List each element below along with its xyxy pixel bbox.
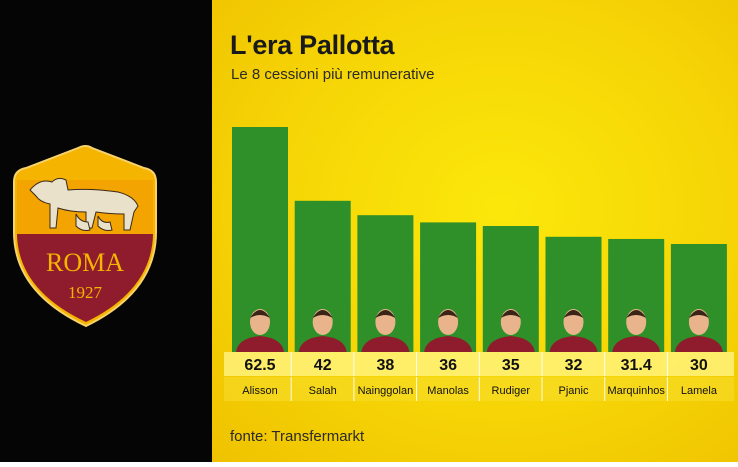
player-shirt-icon <box>361 336 410 352</box>
player-hair-icon <box>250 310 270 318</box>
player-hair-icon <box>626 310 647 318</box>
player-shirt-icon <box>486 336 535 352</box>
category-label: Nainggolan <box>358 385 414 397</box>
player-shirt-icon <box>674 336 723 352</box>
category-label: Manolas <box>427 385 469 397</box>
player-shirt-icon <box>549 336 598 352</box>
category-label: Lamela <box>681 385 718 397</box>
bar-chart: 62.5 Alisson 42 Salah 38 Nainggolan 36 Manolas 3… <box>224 127 734 401</box>
crest-lower <box>17 234 153 322</box>
logo-panel: ROMA 1927 <box>0 0 212 462</box>
category-label: Marquinhos <box>607 385 665 397</box>
bar-marquinhos <box>608 238 665 352</box>
as-roma-crest: ROMA 1927 <box>13 145 157 328</box>
crest-year: 1927 <box>68 283 103 302</box>
value-label: 35 <box>502 357 520 374</box>
player-hair-icon <box>500 310 521 318</box>
player-shirt-icon <box>424 336 473 352</box>
player-hair-icon <box>438 310 459 318</box>
value-label: 36 <box>439 357 457 374</box>
player-shirt-icon <box>298 336 347 352</box>
player-hair-icon <box>688 310 709 318</box>
value-label: 31.4 <box>621 357 652 374</box>
player-hair-icon <box>312 310 333 318</box>
chart-source: fonte: Transfermarkt <box>230 428 365 445</box>
category-label: Rudiger <box>492 385 531 397</box>
bar-lamela <box>670 244 727 352</box>
value-label: 42 <box>314 357 332 374</box>
player-shirt-icon <box>236 336 284 352</box>
category-label: Pjanic <box>559 385 589 397</box>
player-hair-icon <box>375 310 396 318</box>
value-label: 38 <box>377 357 395 374</box>
chart-subtitle: Le 8 cessioni più remunerative <box>231 66 435 83</box>
player-hair-icon <box>563 310 584 318</box>
value-label: 62.5 <box>244 357 275 374</box>
category-label: Alisson <box>242 385 277 397</box>
category-label: Salah <box>309 385 337 397</box>
value-label: 32 <box>565 357 583 374</box>
crest-name: ROMA <box>46 248 124 277</box>
chart-title: L'era Pallotta <box>230 30 395 60</box>
value-label: 30 <box>690 357 708 374</box>
player-shirt-icon <box>612 336 661 352</box>
wolf-icon <box>29 177 139 231</box>
